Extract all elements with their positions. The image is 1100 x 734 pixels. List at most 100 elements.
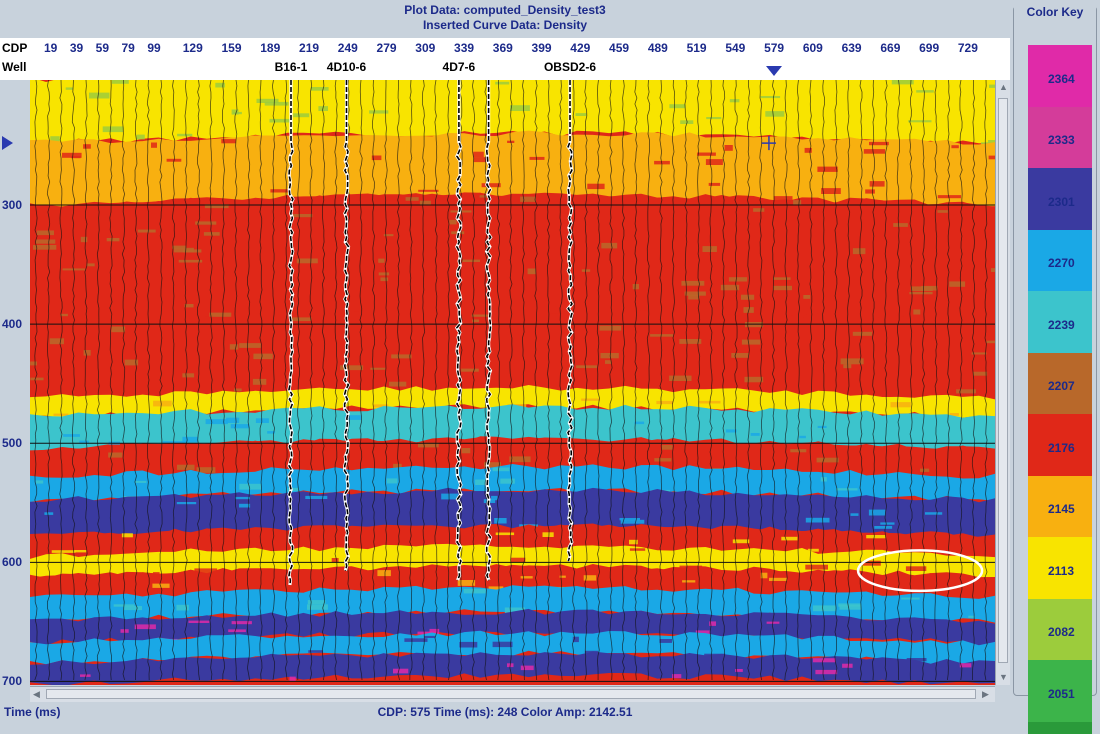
well-name-label: 4D10-6: [326, 60, 367, 74]
density-texture: [106, 238, 120, 242]
density-texture: [599, 325, 622, 331]
density-texture: [688, 294, 700, 300]
well-name-label: B16-1: [274, 60, 308, 74]
density-texture: [874, 526, 893, 529]
scroll-down-arrow-icon[interactable]: ▼: [999, 672, 1008, 682]
well-name-label: OBSD2-6: [543, 60, 596, 74]
trace-line: [921, 80, 926, 681]
density-texture: [937, 210, 948, 213]
density-texture: [389, 381, 407, 387]
trace-line: [809, 80, 813, 680]
density-texture: [781, 536, 798, 541]
density-texture: [176, 604, 189, 611]
density-layer: [30, 80, 995, 146]
cdp-tick-label: 579: [764, 41, 785, 55]
well-log-curve: [288, 80, 294, 586]
color-key-value: 2301: [1048, 194, 1075, 209]
density-texture: [937, 195, 961, 199]
density-texture: [949, 281, 966, 287]
density-texture: [475, 479, 487, 485]
density-texture: [925, 512, 943, 515]
trace-line: [396, 80, 401, 681]
density-texture: [152, 583, 170, 588]
density-texture: [741, 294, 755, 300]
density-layer: [30, 651, 995, 685]
density-texture: [843, 364, 852, 369]
trace-line: [159, 80, 163, 681]
cdp-axis-label: CDP: [2, 41, 28, 55]
density-texture: [290, 317, 312, 322]
trace-line: [521, 80, 526, 681]
density-texture: [205, 419, 228, 425]
trace-line: [421, 80, 426, 681]
density-texture: [813, 605, 836, 612]
trace-line: [146, 80, 151, 681]
density-texture: [424, 635, 435, 638]
density-texture: [308, 650, 323, 653]
density-texture: [418, 189, 439, 192]
density-texture: [836, 488, 858, 491]
color-key-value: 2113: [1048, 563, 1075, 578]
density-texture: [229, 344, 239, 350]
density-heatmap[interactable]: [30, 80, 995, 685]
density-texture: [679, 339, 702, 344]
density-layer: [30, 608, 995, 646]
color-key-value: 2145: [1048, 502, 1075, 517]
scroll-right-arrow-icon[interactable]: ▶: [982, 689, 989, 699]
density-texture: [672, 674, 682, 679]
density-texture: [194, 568, 218, 575]
density-layer: [30, 192, 995, 324]
density-texture: [60, 313, 68, 317]
density-texture: [233, 388, 242, 392]
cdp-tick-label: 249: [337, 41, 358, 55]
density-texture: [124, 359, 139, 366]
density-texture: [340, 365, 364, 371]
cdp-tick-label: 699: [919, 41, 940, 55]
vertical-scrollbar[interactable]: ▲ ▼: [995, 80, 1010, 685]
density-texture: [89, 92, 110, 99]
density-texture: [662, 445, 673, 450]
color-key-swatch: [1028, 414, 1092, 476]
seismic-density-section[interactable]: [30, 80, 995, 685]
density-texture: [383, 234, 394, 237]
density-texture: [239, 483, 261, 490]
density-texture: [991, 268, 995, 272]
density-texture: [44, 512, 54, 515]
trace-line: [221, 80, 226, 681]
density-texture: [369, 110, 389, 114]
horizontal-scroll-thumb[interactable]: [46, 689, 976, 699]
cdp-tick-label: 339: [454, 41, 475, 55]
density-texture: [891, 80, 914, 85]
trace-line: [859, 80, 863, 681]
vertical-scroll-thumb[interactable]: [998, 98, 1008, 663]
density-texture: [462, 259, 480, 262]
density-texture: [838, 603, 862, 607]
trace-line: [259, 80, 263, 681]
density-texture: [153, 400, 172, 407]
time-cursor-marker-icon[interactable]: [2, 136, 13, 151]
cdp-tick-label: 399: [531, 41, 552, 55]
plot-data-title: Plot Data: computed_Density_test3: [404, 3, 606, 17]
horizontal-scrollbar[interactable]: ◀ ▶: [30, 686, 995, 702]
trace-line: [771, 80, 776, 681]
density-texture: [151, 142, 157, 148]
trace-line: [884, 80, 888, 681]
density-texture: [307, 604, 328, 610]
cdp-cursor-marker-icon[interactable]: [766, 66, 783, 76]
density-texture: [840, 358, 864, 365]
density-texture: [744, 376, 764, 383]
scroll-up-arrow-icon[interactable]: ▲: [999, 82, 1008, 92]
density-texture: [760, 572, 768, 579]
density-texture: [908, 120, 932, 123]
trace-line: [234, 80, 238, 681]
density-texture: [419, 200, 431, 206]
scroll-left-arrow-icon[interactable]: ◀: [33, 689, 40, 699]
density-texture: [494, 518, 507, 524]
density-texture: [292, 214, 313, 218]
density-texture: [371, 155, 382, 161]
cdp-tick-label: 59: [95, 41, 110, 55]
density-texture: [921, 285, 938, 291]
density-texture: [793, 200, 802, 205]
density-texture: [386, 478, 398, 484]
density-texture: [731, 353, 749, 358]
